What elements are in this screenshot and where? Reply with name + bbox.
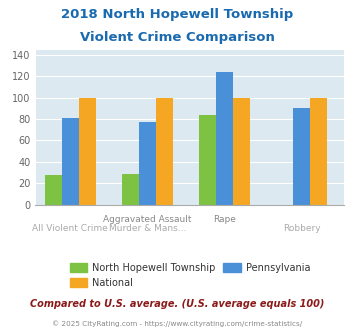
Bar [310, 98, 327, 205]
Bar [139, 122, 156, 205]
Bar [45, 175, 62, 205]
Bar [79, 98, 96, 205]
Bar [233, 98, 250, 205]
Text: Violent Crime Comparison: Violent Crime Comparison [80, 31, 275, 44]
Bar [199, 115, 216, 205]
Bar [122, 174, 139, 205]
Text: Murder & Mans...: Murder & Mans... [109, 224, 186, 233]
Text: 2018 North Hopewell Township: 2018 North Hopewell Township [61, 8, 294, 21]
Legend: North Hopewell Township, National, Pennsylvania: North Hopewell Township, National, Penns… [66, 259, 314, 292]
Text: Compared to U.S. average. (U.S. average equals 100): Compared to U.S. average. (U.S. average … [30, 299, 325, 309]
Text: Aggravated Assault: Aggravated Assault [103, 215, 192, 224]
Text: © 2025 CityRating.com - https://www.cityrating.com/crime-statistics/: © 2025 CityRating.com - https://www.city… [53, 320, 302, 327]
Bar [293, 108, 310, 205]
Bar [156, 98, 173, 205]
Bar [62, 118, 79, 205]
Text: All Violent Crime: All Violent Crime [32, 224, 108, 233]
Text: Robbery: Robbery [283, 224, 321, 233]
Text: Rape: Rape [213, 215, 236, 224]
Bar [216, 72, 233, 205]
